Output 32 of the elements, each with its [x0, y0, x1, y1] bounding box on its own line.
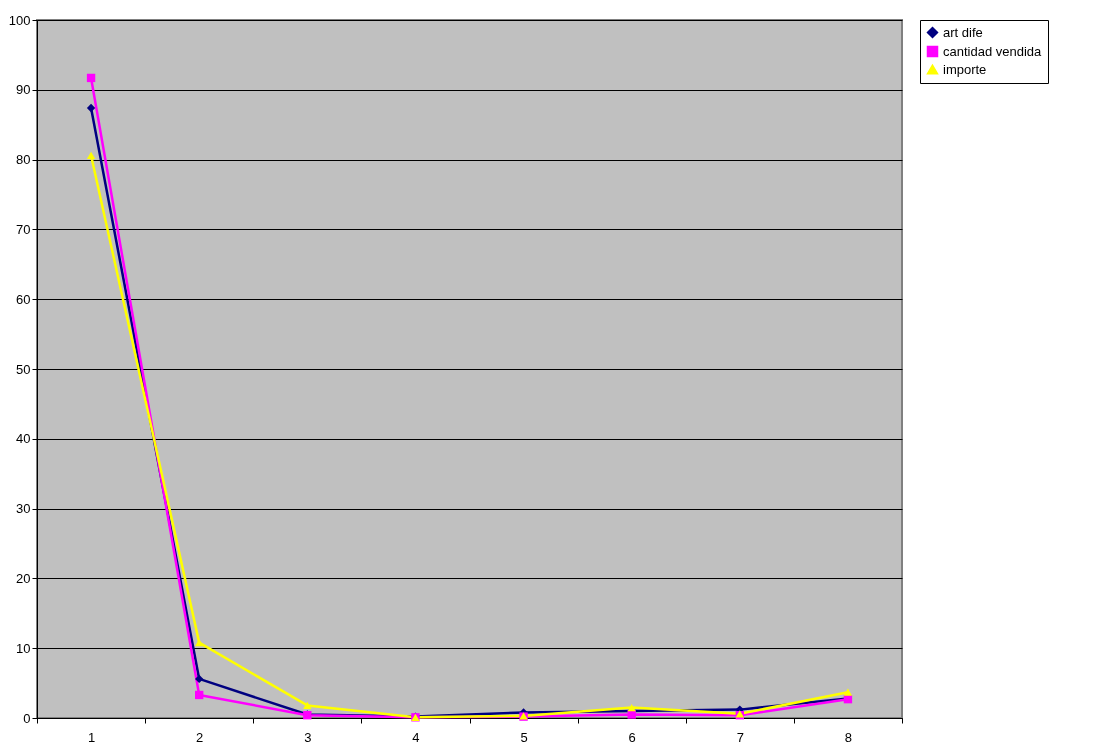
y-tick-label: 40 — [16, 431, 31, 447]
point — [86, 103, 96, 113]
y-tick-label: 80 — [16, 152, 31, 168]
y-tick-label: 0 — [23, 710, 31, 726]
point — [195, 638, 204, 647]
point — [627, 710, 636, 719]
x-tick-label: 3 — [304, 729, 312, 745]
point — [195, 674, 204, 684]
point — [303, 701, 312, 710]
legend-label: art dife — [943, 24, 983, 40]
y-tick-label: 10 — [16, 640, 31, 656]
x-tick-label: 7 — [736, 729, 744, 745]
point — [195, 690, 204, 700]
legend-label: importe — [943, 61, 987, 77]
y-tick-label: 90 — [16, 82, 31, 98]
x-tick-label: 2 — [196, 729, 204, 745]
x-tick-label: 8 — [844, 729, 853, 745]
point — [627, 703, 636, 712]
x-tick-label: 5 — [520, 729, 528, 745]
y-tick-label: 20 — [16, 570, 31, 586]
x-tick-label: 6 — [628, 729, 636, 745]
y-tick-label: 30 — [16, 501, 31, 517]
y-tick-label: 70 — [16, 221, 31, 237]
x-tick-label: 1 — [87, 729, 96, 745]
point — [86, 151, 96, 160]
point — [843, 688, 853, 696]
x-tick-label: 4 — [412, 729, 420, 745]
legend-label: cantidad vendida — [943, 43, 1043, 59]
y-tick-label: 60 — [16, 291, 31, 307]
y-tick-label: 50 — [16, 361, 31, 377]
point — [86, 73, 96, 83]
y-tick-label: 100 — [8, 12, 31, 28]
